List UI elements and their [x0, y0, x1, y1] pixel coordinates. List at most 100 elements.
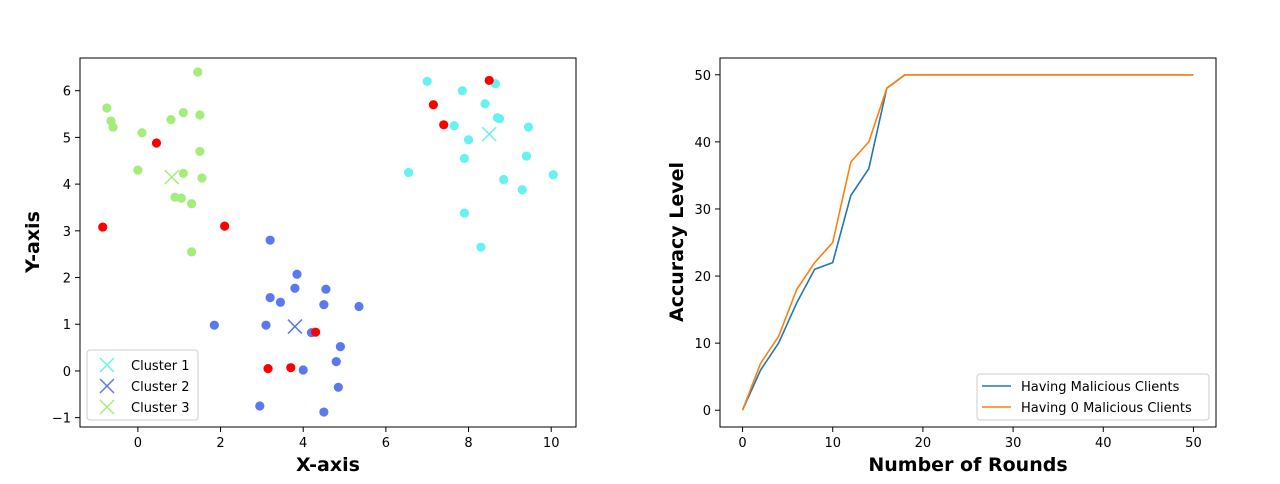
cluster1-point	[476, 242, 486, 252]
scatter-frame	[79, 57, 577, 428]
cluster3-point	[197, 173, 207, 183]
cluster2-point	[209, 320, 219, 330]
cluster3-point	[133, 165, 143, 175]
series-line-2	[741, 74, 1194, 411]
line-legend-label: Having 0 Malicious Clients	[1021, 401, 1192, 416]
cluster2-point	[331, 357, 341, 367]
cluster2-point	[335, 342, 345, 352]
cluster1-point	[548, 170, 558, 180]
cluster2-point	[319, 407, 329, 417]
line-y-ticks: 0 10 20 30 40 50	[694, 69, 720, 419]
scatter-x-tick-label: 4	[299, 436, 307, 451]
cluster2-point	[265, 235, 275, 245]
cluster2-point	[354, 301, 364, 312]
line-legend-label: Having Malicious Clients	[1021, 380, 1180, 395]
scatter-x-tick-label: 8	[464, 436, 472, 451]
cluster3-point	[187, 199, 197, 209]
cluster1-point	[457, 86, 467, 96]
cluster3-point	[166, 115, 176, 125]
cluster2-point	[261, 320, 271, 330]
cluster3-point	[137, 128, 147, 138]
line-x-tick-label: 40	[1095, 436, 1112, 451]
scatter-x-ticks: 0 2 4 6 8 10	[134, 427, 560, 451]
line-plot-area	[741, 74, 1194, 411]
cluster1-point	[517, 185, 527, 195]
scatter-legend: Cluster 1 Cluster 2 Cluster 3	[86, 349, 199, 421]
scatter-x-tick-label: 10	[543, 436, 560, 451]
legend-centroid-marker	[99, 357, 115, 373]
scatter-y-axis-title: Y-axis	[22, 211, 44, 274]
legend-centroid-marker	[99, 399, 115, 415]
line-legend: Having Malicious Clients Having 0 Malicio…	[976, 373, 1210, 421]
cluster2-point	[292, 269, 302, 279]
outlier-point	[98, 222, 108, 232]
line-y-axis-title: Accuracy Level	[666, 162, 688, 322]
cluster3-point	[178, 108, 188, 118]
cluster2-point	[321, 284, 331, 294]
line-y-tick-label: 20	[694, 270, 711, 285]
cluster2-point	[298, 365, 308, 375]
cluster2-point	[265, 293, 275, 303]
cluster3-point	[193, 67, 203, 77]
line-y-tick-label: 40	[694, 136, 711, 151]
line-y-tick-label: 50	[694, 69, 711, 84]
cluster3-point	[176, 193, 186, 203]
outlier-point	[263, 364, 273, 374]
outlier-point	[484, 75, 494, 86]
cluster3-point	[178, 168, 188, 178]
scatter-y-tick-label: 3	[63, 225, 71, 240]
line-y-tick-label: 30	[694, 203, 711, 218]
cluster2-point	[290, 283, 300, 293]
legend-centroid-marker	[99, 378, 115, 394]
outlier-point	[439, 120, 449, 130]
scatter-plot-area	[98, 67, 558, 417]
centroid-marker	[287, 319, 303, 335]
cluster1-point	[404, 167, 414, 178]
cluster1-point	[449, 121, 459, 131]
scatter-y-tick-label: 0	[63, 365, 71, 380]
cluster1-point	[459, 208, 469, 218]
line-x-ticks: 0 10 20 30 40 50	[738, 427, 1202, 451]
scatter-y-tick-label: 6	[63, 85, 71, 100]
cluster1-point	[523, 122, 534, 132]
scatter-y-tick-label: −1	[52, 412, 71, 427]
cluster3-point	[195, 110, 205, 120]
centroid-marker	[164, 169, 180, 185]
cluster1-point	[463, 135, 474, 145]
scatter-x-tick-label: 2	[216, 436, 224, 451]
scatter-x-tick-label: 6	[382, 436, 390, 451]
cluster3-point	[195, 146, 205, 157]
cluster1-point	[499, 174, 509, 185]
outlier-point	[151, 138, 162, 148]
cluster1-point	[480, 99, 490, 109]
scatter-x-axis-title: X-axis	[296, 454, 360, 476]
line-y-tick-label: 0	[703, 404, 711, 419]
cluster3-point	[187, 247, 197, 257]
cluster1-point	[459, 153, 469, 164]
cluster2-point	[275, 297, 286, 307]
cluster1-point	[422, 76, 432, 86]
cluster3-point	[108, 122, 118, 132]
line-x-tick-label: 50	[1185, 436, 1202, 451]
scatter-legend-box	[86, 349, 199, 421]
scatter-y-tick-label: 4	[63, 178, 71, 193]
scatter-legend-label: Cluster 3	[131, 401, 190, 416]
line-legend-box	[976, 373, 1210, 421]
scatter-legend-label: Cluster 1	[131, 359, 190, 374]
scatter-x-tick-label: 0	[134, 436, 142, 451]
scatter-y-tick-label: 1	[63, 318, 71, 333]
cluster1-point	[521, 151, 532, 161]
cluster-scatter-plot: 0 2 4 6 8 10 −1 0 1 2 3 4 5 6 X-axis Y-axis Cluster …	[22, 57, 577, 476]
cluster2-point	[333, 382, 343, 392]
line-x-axis-title: Number of Rounds	[868, 454, 1067, 476]
cluster1-point	[492, 113, 503, 123]
scatter-legend-label: Cluster 2	[131, 380, 190, 395]
outlier-point	[428, 100, 438, 110]
line-x-tick-label: 10	[824, 436, 841, 451]
outlier-point	[286, 363, 296, 373]
outlier-point	[220, 221, 230, 231]
line-y-tick-label: 10	[694, 337, 711, 352]
accuracy-line-chart: 0 10 20 30 40 50 0 10 20 30 40 50 Number of Rounds…	[666, 57, 1217, 476]
cluster2-point	[319, 300, 329, 310]
